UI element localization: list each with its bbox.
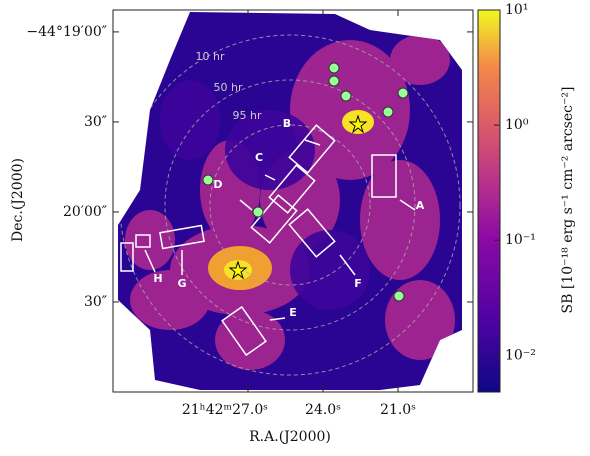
annotation: 10 hr [196, 50, 225, 63]
annotation: F [354, 277, 362, 290]
x-tick-label: 21.0ˢ [380, 402, 416, 418]
y-tick-label: 30″ [84, 114, 107, 130]
x-axis-label: R.A.(J2000) [249, 429, 331, 445]
annotation: A [416, 199, 425, 212]
y-tick-label: 20′00″ [63, 204, 107, 220]
annotation: H [153, 272, 162, 285]
annotation: E [289, 306, 297, 319]
x-tick-label: 21ʰ42ᵐ27.0ˢ [182, 402, 268, 418]
colorbar-tick-label: 10¹ [505, 2, 528, 18]
annotation: C [255, 151, 263, 164]
y-axis-label: Dec.(J2000) [10, 158, 26, 242]
y-tick-label: 30″ [84, 294, 107, 310]
sb-image [118, 12, 462, 390]
x-tick-label: 24.0ˢ [305, 402, 341, 418]
markers [202, 62, 409, 302]
y-tick-label: −44°19′00″ [26, 24, 107, 40]
annotation: 95 hr [233, 109, 262, 122]
colorbar [477, 9, 501, 393]
annotation: G [177, 277, 186, 290]
colorbar-tick-label: 10⁻² [505, 347, 536, 363]
colorbar-tick-label: 10⁻¹ [505, 232, 536, 248]
colorbar-tick-label: 10⁰ [505, 117, 529, 133]
apertures [120, 124, 416, 357]
annotation: B [283, 117, 291, 130]
annotation: D [213, 178, 222, 191]
annotation: 50 hr [214, 81, 243, 94]
colorbar-label: SB [10⁻¹⁸ erg s⁻¹ cm⁻² arcsec⁻²] [560, 87, 576, 314]
